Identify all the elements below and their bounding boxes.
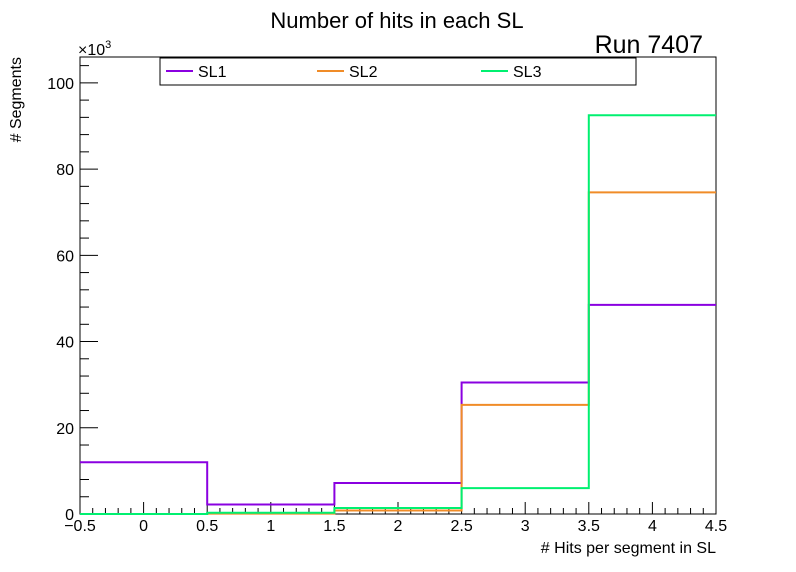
plot-frame <box>79 56 717 515</box>
legend-label-sl3: SL3 <box>513 64 542 81</box>
x-tick-label: 3.5 <box>578 518 600 535</box>
y-tick-label: 20 <box>56 421 74 438</box>
legend-label-sl1: SL1 <box>198 64 227 81</box>
y-axis-label: # Segments <box>8 57 25 142</box>
data-series <box>80 114 716 515</box>
x-axis-tick-labels: −0.5 0 0.5 1 1.5 2 2.5 3 3.5 4 4.5 <box>64 518 727 535</box>
chart-title: Number of hits in each SL <box>270 8 523 33</box>
y-tick-label: 40 <box>56 335 74 352</box>
x-tick-label: 2.5 <box>450 518 472 535</box>
x-tick-label: 1.5 <box>323 518 345 535</box>
series-sl1-line <box>80 303 716 506</box>
x-tick-label: −0.5 <box>64 518 96 535</box>
y-axis-ticks <box>80 65 98 515</box>
x-tick-label: 2 <box>394 518 403 535</box>
y-multiplier-prefix: ×10 <box>78 42 105 59</box>
legend-label-sl2: SL2 <box>349 64 378 81</box>
y-tick-label: 0 <box>65 507 74 524</box>
plot-area <box>79 56 717 515</box>
y-tick-label: 100 <box>47 76 74 93</box>
x-axis-label: # Hits per segment in SL <box>541 540 716 557</box>
x-tick-label: 4.5 <box>705 518 727 535</box>
legend-box <box>159 57 637 86</box>
x-tick-label: 4 <box>648 518 657 535</box>
legend: SL1 SL2 SL3 <box>159 57 637 86</box>
x-tick-label: 1 <box>266 518 275 535</box>
y-multiplier-exponent: 3 <box>105 39 111 51</box>
y-tick-label: 80 <box>56 162 74 179</box>
x-tick-label: 3 <box>521 518 530 535</box>
series-sl3-line <box>80 114 716 515</box>
x-tick-label: 0 <box>139 518 148 535</box>
series-sl2-line <box>80 191 716 515</box>
x-tick-label: 0.5 <box>196 518 218 535</box>
y-axis-tick-labels: 0 20 40 60 80 100 <box>47 76 74 524</box>
y-multiplier: ×103 <box>78 39 111 59</box>
y-tick-label: 60 <box>56 248 74 265</box>
run-label: Run 7407 <box>595 31 703 59</box>
